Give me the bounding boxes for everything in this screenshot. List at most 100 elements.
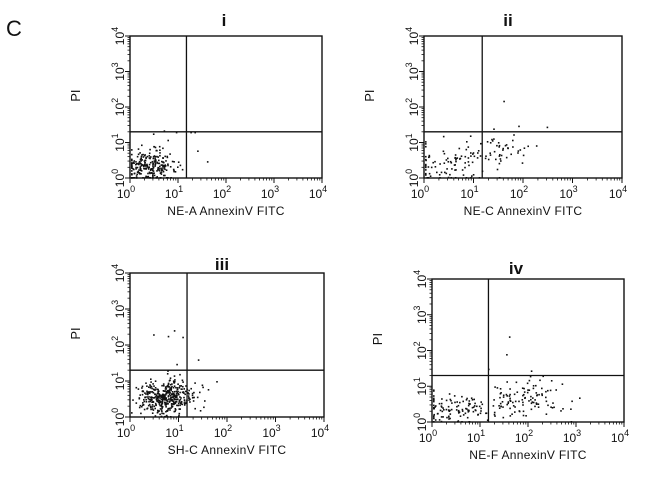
y-tick-label: 100 — [412, 413, 429, 431]
event-point — [154, 407, 156, 410]
event-point — [199, 391, 201, 394]
event-point — [172, 403, 174, 405]
event-point — [514, 400, 517, 403]
event-point — [477, 152, 479, 154]
event-point — [145, 175, 147, 178]
event-point — [189, 401, 191, 403]
plot-frame — [431, 278, 625, 423]
event-point — [166, 177, 168, 179]
event-point — [173, 402, 176, 405]
event-point — [516, 391, 519, 393]
event-point — [500, 405, 502, 408]
event-point — [145, 393, 147, 395]
event-point — [160, 173, 163, 175]
event-point — [151, 406, 154, 408]
event-point — [138, 169, 140, 171]
event-point — [159, 408, 162, 410]
event-point — [480, 142, 482, 145]
event-point — [545, 400, 548, 403]
event-point — [552, 402, 554, 404]
event-point — [478, 405, 481, 408]
event-point — [162, 390, 165, 392]
event-point — [508, 395, 511, 397]
event-point — [167, 409, 169, 412]
event-point — [532, 387, 535, 390]
event-point — [189, 398, 191, 401]
event-point — [140, 155, 143, 158]
event-point — [473, 155, 476, 158]
event-point — [443, 162, 446, 164]
event-point — [148, 155, 151, 157]
event-point — [467, 146, 470, 148]
event-point — [179, 396, 181, 398]
event-point — [169, 166, 172, 168]
event-point — [512, 139, 514, 142]
event-point — [522, 410, 525, 413]
event-point — [156, 400, 159, 402]
event-point — [145, 401, 148, 403]
event-point — [446, 416, 448, 419]
event-point — [164, 394, 167, 396]
event-point — [153, 160, 156, 162]
event-point — [196, 396, 199, 399]
event-point — [146, 407, 149, 410]
event-point — [156, 177, 159, 179]
event-point — [153, 334, 155, 336]
event-point — [500, 160, 502, 162]
event-point — [438, 174, 441, 176]
event-point — [194, 131, 196, 134]
event-point — [156, 395, 158, 398]
event-point — [180, 385, 182, 387]
event-point — [140, 170, 143, 172]
event-point — [139, 394, 141, 396]
event-point — [131, 159, 133, 162]
event-point — [179, 391, 181, 394]
event-point — [158, 162, 161, 165]
event-point — [164, 404, 167, 406]
event-point — [139, 158, 142, 161]
event-point — [502, 149, 504, 151]
event-point — [156, 170, 158, 172]
event-point — [131, 162, 133, 164]
event-point — [176, 398, 178, 401]
event-point — [527, 389, 529, 391]
event-point — [159, 404, 161, 407]
event-point — [551, 407, 554, 409]
event-point — [427, 177, 430, 179]
event-point — [161, 412, 163, 415]
event-point — [155, 159, 157, 162]
event-point — [154, 393, 156, 396]
x-tick-label: 101 — [467, 428, 485, 445]
event-point — [177, 393, 179, 395]
event-point — [440, 416, 443, 418]
event-point — [545, 413, 548, 415]
plot-frame — [423, 35, 623, 179]
event-point — [175, 401, 178, 403]
y-axis-label: PI — [362, 89, 377, 101]
event-point — [161, 394, 163, 397]
event-point — [475, 409, 477, 412]
event-point — [165, 399, 168, 402]
event-point — [523, 387, 525, 390]
event-point — [175, 396, 177, 399]
event-point — [144, 162, 146, 164]
event-point — [535, 145, 538, 147]
event-point — [535, 384, 537, 387]
event-point — [158, 145, 161, 148]
event-point — [453, 395, 456, 397]
event-point — [154, 165, 156, 167]
event-point — [135, 175, 138, 177]
event-point — [541, 394, 543, 397]
event-point — [149, 400, 152, 403]
event-point — [468, 410, 470, 412]
event-point — [183, 396, 185, 399]
event-point — [141, 404, 144, 406]
event-point — [177, 383, 179, 385]
event-point — [479, 412, 482, 415]
event-point — [151, 396, 153, 399]
event-point — [168, 393, 171, 396]
event-point — [508, 336, 511, 338]
event-point — [147, 393, 149, 396]
event-point — [159, 397, 161, 399]
event-point — [159, 413, 161, 416]
